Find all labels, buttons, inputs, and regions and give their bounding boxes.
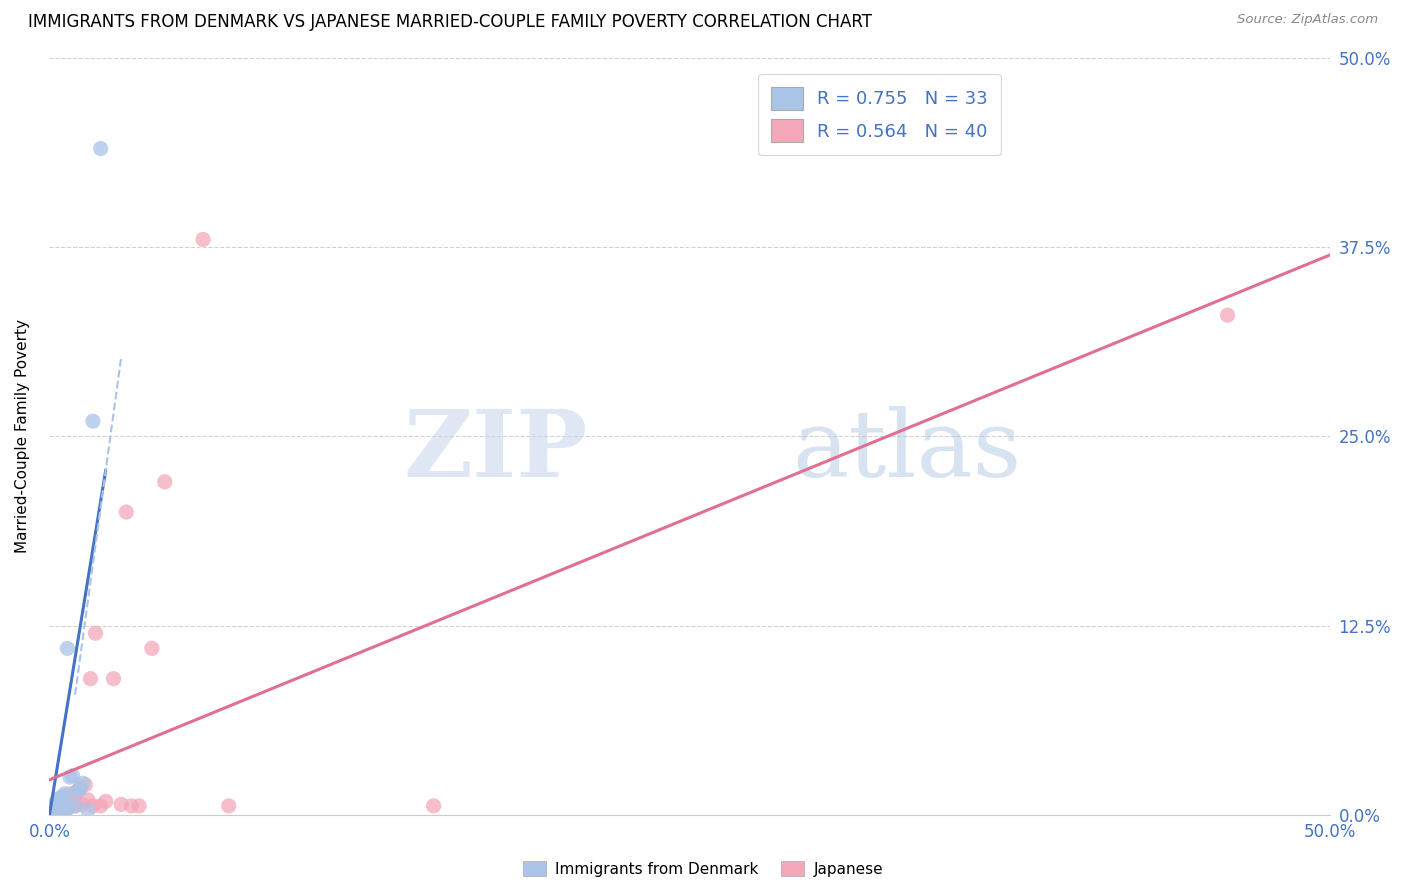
Point [62, 794, 84, 808]
Point [44, 798, 66, 813]
Point [76, 804, 98, 818]
Point [51, 800, 73, 814]
Point [44, 797, 66, 812]
Point [51, 802, 73, 816]
Point [75, 778, 97, 792]
Point [153, 475, 176, 489]
Point [94, 794, 117, 808]
Point [72, 776, 94, 790]
Point [59, 787, 82, 801]
Point [128, 798, 150, 813]
Text: atlas: atlas [792, 407, 1021, 497]
Point [41, 805, 63, 819]
Point [110, 797, 132, 812]
Point [53, 804, 76, 818]
Point [41, 806, 63, 821]
Text: Source: ZipAtlas.com: Source: ZipAtlas.com [1237, 13, 1378, 27]
Point [76, 793, 98, 807]
Point [48, 802, 70, 816]
Point [103, 672, 125, 686]
Point [48, 797, 70, 812]
Point [1216, 308, 1239, 322]
Point [46, 802, 69, 816]
Point [44, 806, 66, 821]
Point [41, 805, 63, 819]
Point [44, 804, 66, 818]
Point [46, 804, 69, 818]
Text: IMMIGRANTS FROM DENMARK VS JAPANESE MARRIED-COUPLE FAMILY POVERTY CORRELATION CH: IMMIGRANTS FROM DENMARK VS JAPANESE MARR… [28, 13, 872, 31]
Point [69, 780, 91, 795]
Point [56, 791, 79, 805]
Point [46, 804, 69, 818]
Point [63, 798, 86, 813]
Point [51, 804, 73, 818]
Point [90, 142, 112, 156]
Point [63, 798, 86, 813]
Point [79, 672, 101, 686]
Point [51, 796, 73, 810]
Point [46, 796, 69, 810]
Point [63, 789, 86, 803]
Point [44, 804, 66, 818]
Point [191, 232, 214, 246]
Point [59, 770, 82, 784]
Point [69, 782, 91, 797]
Point [72, 797, 94, 812]
Point [48, 805, 70, 819]
Point [141, 641, 163, 656]
Point [41, 804, 63, 818]
Text: ZIP: ZIP [404, 407, 588, 497]
Legend: Immigrants from Denmark, Japanese: Immigrants from Denmark, Japanese [516, 853, 890, 884]
Point [53, 802, 76, 816]
Point [51, 789, 73, 804]
Point [84, 626, 107, 640]
Point [120, 798, 142, 813]
Point [82, 414, 104, 428]
Point [41, 802, 63, 816]
Point [59, 798, 82, 813]
Point [46, 800, 69, 814]
Point [66, 783, 89, 797]
Point [56, 641, 79, 656]
Point [90, 798, 112, 813]
Point [56, 802, 79, 816]
Point [62, 769, 84, 783]
Point [53, 794, 76, 808]
Point [46, 798, 69, 813]
Point [46, 793, 69, 807]
Point [48, 791, 70, 805]
Legend: R = 0.755   N = 33, R = 0.564   N = 40: R = 0.755 N = 33, R = 0.564 N = 40 [758, 74, 1001, 155]
Point [66, 783, 89, 797]
Point [82, 798, 104, 813]
Point [56, 800, 79, 814]
Point [422, 798, 444, 813]
Point [46, 805, 69, 819]
Point [48, 804, 70, 818]
Point [218, 798, 240, 813]
Point [115, 505, 138, 519]
Y-axis label: Married-Couple Family Poverty: Married-Couple Family Poverty [15, 319, 30, 553]
Point [53, 793, 76, 807]
Point [44, 800, 66, 814]
Point [53, 787, 76, 801]
